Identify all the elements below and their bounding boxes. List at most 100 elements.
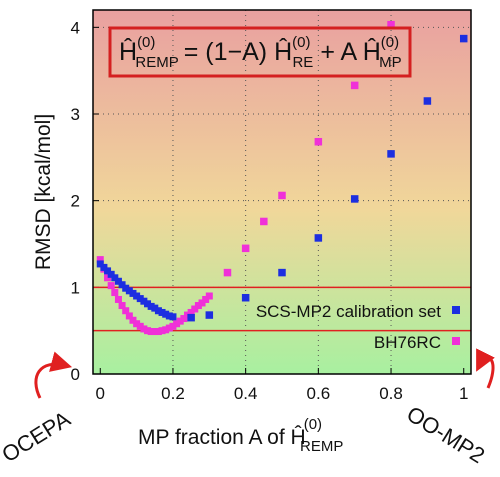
bh76rc-point xyxy=(180,315,188,323)
x-axis-label-sub: REMP xyxy=(300,438,343,455)
equation-box xyxy=(108,26,412,78)
equation-mid: = (1−A) Ĥ xyxy=(184,37,292,66)
bh76rc-point xyxy=(191,305,199,313)
bh76rc-point xyxy=(104,274,112,282)
scs-mp2-point xyxy=(118,281,126,289)
scs-mp2-point xyxy=(147,302,155,310)
bh76rc-point xyxy=(187,308,195,316)
bh76rc-point xyxy=(158,327,166,335)
plot-frame xyxy=(92,9,472,375)
bh76rc-point xyxy=(140,325,148,333)
y-tick-labels: 0 1 2 3 4 xyxy=(71,18,80,384)
bh76rc-point xyxy=(260,217,268,226)
scs-mp2-point xyxy=(114,277,122,285)
scs-mp2-point xyxy=(205,311,214,319)
legend-marker-scs xyxy=(452,306,460,314)
bh76rc-point xyxy=(205,292,213,300)
bh76rc-point xyxy=(194,302,202,310)
scs-mp2-point xyxy=(278,268,286,277)
y-tick-label: 0 xyxy=(71,365,80,384)
scs-mp2-point xyxy=(133,292,141,300)
x-tick-label: 0.4 xyxy=(234,384,258,403)
y-tick-label: 2 xyxy=(71,192,80,211)
bh76rc-point xyxy=(173,320,181,328)
equation-end: + A Ĥ xyxy=(320,37,380,66)
equation-end-sup: (0) xyxy=(381,34,399,51)
x-tick-label: 1 xyxy=(459,384,468,403)
bh76rc-point xyxy=(169,322,177,330)
scs-mp2-point xyxy=(136,295,144,303)
scs-mp2-point xyxy=(162,310,170,318)
bh76rc-point xyxy=(387,20,395,29)
y-tick-label: 3 xyxy=(71,105,80,124)
equation-lhs: Ĥ xyxy=(119,37,137,66)
ocepa-label: OCEPA xyxy=(0,406,75,467)
bh76rc-point xyxy=(111,289,119,297)
oo-mp2-arrow xyxy=(476,348,495,389)
scs-mp2-point xyxy=(387,150,395,158)
equation: Ĥ(0) REMP = (1−A) Ĥ(0) RE + A Ĥ(0) MP xyxy=(119,34,402,71)
bh76rc-point xyxy=(278,191,286,200)
data-points xyxy=(96,20,468,336)
scs-mp2-point xyxy=(151,304,159,312)
scs-mp2-point xyxy=(314,234,323,242)
ocepa-arrow xyxy=(34,351,73,399)
scs-mp2-point xyxy=(158,308,166,316)
x-axis-label: MP fraction A of Ĥ(0) REMP xyxy=(138,416,343,455)
equation-end-sub: MP xyxy=(379,54,402,71)
bh76rc-point xyxy=(154,328,162,336)
bh76rc-point xyxy=(133,320,141,328)
scs-mp2-point xyxy=(129,289,137,297)
bh76rc-point xyxy=(107,282,115,290)
scs-mp2-point xyxy=(125,287,133,295)
scs-mp2-point xyxy=(165,312,173,320)
scs-mp2-point xyxy=(104,267,112,275)
scs-mp2-point xyxy=(100,263,108,271)
bh76rc-point xyxy=(162,326,170,334)
bh76rc-point xyxy=(176,317,184,325)
scs-mp2-point xyxy=(122,284,130,292)
scs-mp2-point xyxy=(169,313,177,321)
oo-mp2-label: OO-MP2 xyxy=(402,401,489,468)
scs-mp2-point xyxy=(96,260,104,268)
bh76rc-point xyxy=(241,244,250,253)
x-tick-label: 0 xyxy=(96,384,105,403)
y-tick-label: 4 xyxy=(71,18,80,37)
bh76rc-point xyxy=(96,256,104,264)
legend: SCS-MP2 calibration set BH76RC xyxy=(256,302,460,352)
bh76rc-point xyxy=(136,322,144,330)
bh76rc-point xyxy=(151,328,159,336)
x-tick-label: 0.6 xyxy=(307,384,331,403)
equation-mid-sub: RE xyxy=(292,54,313,71)
scs-mp2-point xyxy=(187,313,195,322)
bh76rc-point xyxy=(129,316,137,324)
x-axis-label-main: MP fraction A of Ĥ xyxy=(138,426,306,449)
scs-mp2-point xyxy=(350,195,359,203)
bh76rc-point xyxy=(202,295,210,303)
bh76rc-point xyxy=(198,299,206,307)
bh76rc-point xyxy=(118,302,126,310)
x-tick-label: 0.2 xyxy=(161,384,185,403)
y-axis-label: RMSD [kcal/mol] xyxy=(32,114,55,270)
scs-mp2-point xyxy=(107,270,115,278)
scs-mp2-point xyxy=(423,97,432,105)
bh76rc-point xyxy=(314,137,323,146)
bh76rc-point xyxy=(114,295,122,303)
scs-mp2-point xyxy=(144,300,152,308)
x-tick-label: 0.8 xyxy=(379,384,403,403)
bh76rc-point xyxy=(122,307,130,315)
scs-mp2-point xyxy=(459,34,468,43)
bh76rc-point xyxy=(144,327,152,335)
legend-label-bh76rc: BH76RC xyxy=(374,333,441,352)
equation-lhs-sup: (0) xyxy=(137,34,155,51)
bh76rc-point xyxy=(350,81,359,90)
scs-mp2-point xyxy=(241,293,250,302)
bh76rc-point xyxy=(147,328,155,336)
bh76rc-point xyxy=(125,312,133,320)
y-tick-label: 1 xyxy=(71,278,80,297)
scs-mp2-point xyxy=(140,297,148,305)
bh76rc-point xyxy=(165,324,173,332)
legend-marker-bh76rc xyxy=(452,337,460,345)
x-axis-label-sup: (0) xyxy=(304,416,322,433)
